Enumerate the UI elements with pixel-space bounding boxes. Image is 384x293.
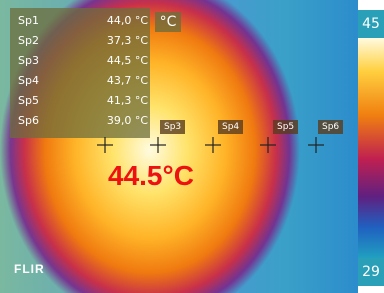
crosshair xyxy=(260,137,276,153)
logo: FLIR xyxy=(14,262,45,276)
crosshairs xyxy=(0,0,358,293)
crosshair xyxy=(150,137,166,153)
crosshair xyxy=(205,137,221,153)
crosshair xyxy=(97,137,113,153)
spot-reading: 44.5°C xyxy=(108,160,194,192)
crosshair xyxy=(308,137,324,153)
color-scale xyxy=(358,38,384,258)
scale-min: 29 xyxy=(358,258,384,286)
scale-max: 45 xyxy=(358,10,384,38)
thermal-screen: Sp144,0 °C Sp237,3 °C Sp344,5 °C Sp443,7… xyxy=(0,0,384,293)
